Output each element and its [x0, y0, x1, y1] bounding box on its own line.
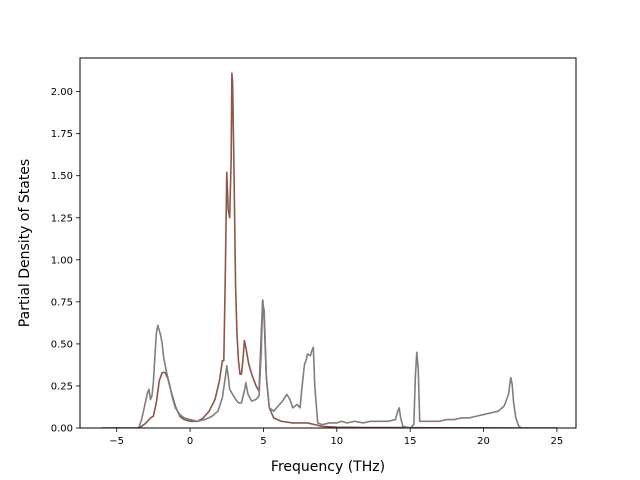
plot-area: −5 0 5 10 15 20 25 0.00 0.25 0.50 0.75 1.00 1.25 1.5…: [51, 57, 577, 447]
x-tick-label: 20: [477, 436, 490, 447]
y-axis-ticks: 0.00 0.25 0.50 0.75 1.00 1.25 1.50 1.75 2.00: [51, 87, 80, 435]
x-tick-label: 5: [260, 436, 266, 447]
y-tick-label: 1.00: [51, 255, 73, 266]
x-tick-label: 0: [187, 436, 193, 447]
x-tick-label: 15: [404, 436, 417, 447]
y-tick-label: 2.00: [51, 87, 73, 98]
series-line-2: [102, 302, 557, 428]
x-axis-ticks: −5 0 5 10 15 20 25: [109, 428, 563, 447]
series-layer: [102, 72, 557, 428]
x-axis-label: Frequency (THz): [271, 459, 385, 475]
y-axis-label: Partial Density of States: [17, 159, 33, 327]
y-tick-label: 0.25: [51, 381, 73, 392]
y-tick-label: 1.25: [51, 213, 73, 224]
x-tick-label: 25: [551, 436, 564, 447]
axes-frame: [79, 57, 577, 429]
y-tick-label: 1.75: [51, 129, 73, 140]
y-tick-label: 0.50: [51, 339, 73, 350]
y-tick-label: 0.75: [51, 297, 73, 308]
y-tick-label: 1.50: [51, 171, 73, 182]
x-tick-label: 10: [330, 436, 343, 447]
x-tick-label: −5: [109, 436, 124, 447]
y-tick-label: 0.00: [51, 424, 73, 435]
